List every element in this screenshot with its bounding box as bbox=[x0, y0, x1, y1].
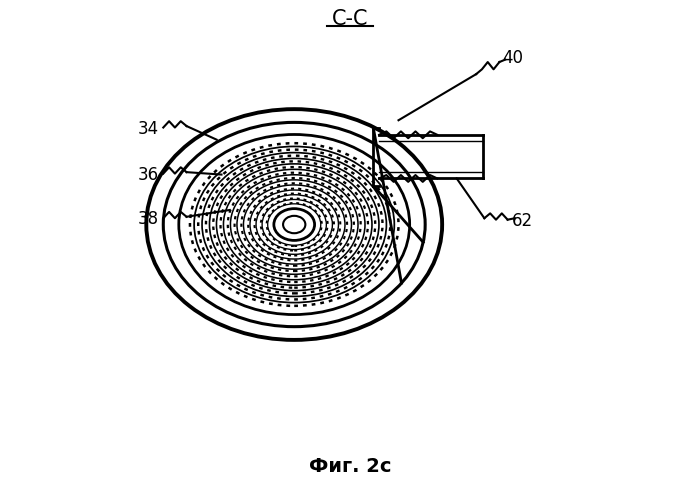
Ellipse shape bbox=[283, 216, 305, 234]
Text: С-С: С-С bbox=[332, 9, 368, 30]
Text: 34: 34 bbox=[138, 119, 160, 137]
Text: 38: 38 bbox=[138, 210, 160, 228]
Text: Фиг. 2с: Фиг. 2с bbox=[309, 456, 391, 475]
Text: 40: 40 bbox=[502, 49, 523, 67]
Text: 36: 36 bbox=[138, 165, 160, 183]
Text: 62: 62 bbox=[512, 211, 533, 229]
